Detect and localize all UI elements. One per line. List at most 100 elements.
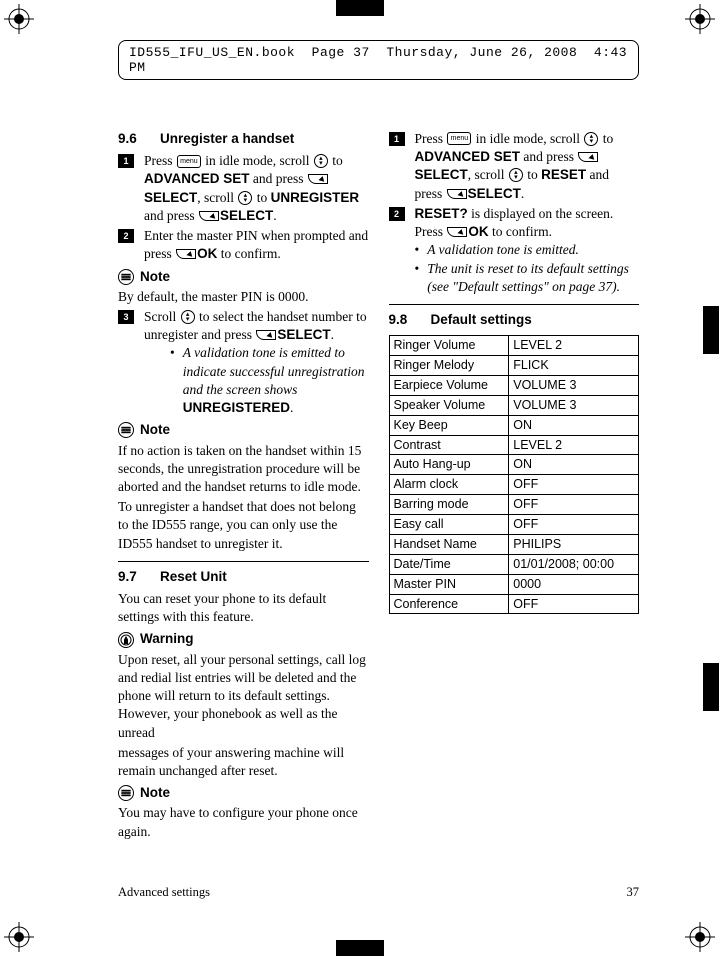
table-row: Ringer MelodyFLICK	[389, 356, 639, 376]
table-cell: 01/01/2008; 00:00	[509, 554, 639, 574]
table-row: Easy callOFF	[389, 515, 639, 535]
warning-body: Upon reset, all your personal settings, …	[118, 651, 369, 742]
edge-tab	[703, 306, 719, 354]
crop-mark-tl	[4, 4, 34, 34]
note-icon	[118, 422, 134, 438]
table-cell: FLICK	[509, 356, 639, 376]
table-row: Ringer VolumeLEVEL 2	[389, 336, 639, 356]
section-number: 9.8	[389, 311, 431, 329]
note-body: If no action is taken on the handset wit…	[118, 442, 369, 497]
step-badge: 2	[389, 207, 405, 221]
section-title: Unregister a handset	[160, 131, 294, 146]
header-date: Thursday, June 26, 2008	[386, 45, 577, 60]
section-number: 9.7	[118, 568, 160, 586]
table-cell: Easy call	[389, 515, 509, 535]
header-page: Page 37	[312, 45, 370, 60]
note-body: You may have to configure your phone onc…	[118, 804, 369, 840]
step-body: Press menu in idle mode, scroll to ADVAN…	[144, 152, 369, 225]
table-row: Date/Time01/01/2008; 00:00	[389, 554, 639, 574]
page-content: 9.6Unregister a handset 1 Press menu in …	[118, 130, 639, 866]
table-cell: OFF	[509, 495, 639, 515]
table-row: Handset NamePHILIPS	[389, 534, 639, 554]
step-body: RESET? is displayed on the screen. Press…	[415, 205, 640, 296]
table-cell: Earpiece Volume	[389, 375, 509, 395]
table-cell: Key Beep	[389, 415, 509, 435]
default-settings-table: Ringer VolumeLEVEL 2Ringer MelodyFLICKEa…	[389, 335, 640, 614]
footer-page-number: 37	[627, 885, 640, 900]
table-row: Key BeepON	[389, 415, 639, 435]
table-cell: Handset Name	[389, 534, 509, 554]
nav-key-icon	[509, 168, 523, 182]
step-badge: 1	[389, 132, 405, 146]
nav-key-icon	[584, 132, 598, 146]
softkey-icon	[447, 227, 467, 237]
table-cell: OFF	[509, 475, 639, 495]
table-row: ConferenceOFF	[389, 594, 639, 614]
note-heading: Note	[118, 784, 369, 802]
table-row: Barring modeOFF	[389, 495, 639, 515]
nav-key-icon	[181, 310, 195, 324]
crop-mark-br	[685, 922, 715, 952]
note-icon	[118, 785, 134, 801]
note-label: Note	[140, 268, 170, 286]
warning-label: Warning	[140, 630, 194, 648]
step-body: Scroll to select the handset number to u…	[144, 308, 369, 417]
step-body: Enter the master PIN when prompted and p…	[144, 227, 369, 263]
menu-key-icon: menu	[177, 155, 201, 168]
sub-bullet: • A validation tone is emitted to indica…	[144, 344, 369, 417]
table-cell: Ringer Melody	[389, 356, 509, 376]
crop-mark-tr	[685, 4, 715, 34]
table-cell: Barring mode	[389, 495, 509, 515]
note-body: To unregister a handset that does not be…	[118, 498, 369, 553]
note-icon	[118, 269, 134, 285]
table-cell: Speaker Volume	[389, 395, 509, 415]
step-badge: 3	[118, 310, 134, 324]
header-file: ID555_IFU_US_EN.book	[129, 45, 295, 60]
step-badge: 1	[118, 154, 134, 168]
table-cell: ON	[509, 415, 639, 435]
page-footer: Advanced settings 37	[118, 885, 639, 900]
table-row: Auto Hang-upON	[389, 455, 639, 475]
warning-heading: Warning	[118, 630, 369, 648]
step-badge: 2	[118, 229, 134, 243]
table-cell: Contrast	[389, 435, 509, 455]
section-title: Reset Unit	[160, 569, 227, 584]
note-body: By default, the master PIN is 0000.	[118, 288, 369, 306]
softkey-icon	[199, 211, 219, 221]
step-2: 2 RESET? is displayed on the screen. Pre…	[389, 205, 640, 296]
softkey-icon	[578, 152, 598, 162]
edge-tab	[703, 663, 719, 711]
note-label: Note	[140, 784, 170, 802]
step-body: Press menu in idle mode, scroll to ADVAN…	[415, 130, 640, 203]
table-cell: Auto Hang-up	[389, 455, 509, 475]
menu-key-icon: menu	[447, 132, 471, 145]
table-row: Earpiece VolumeVOLUME 3	[389, 375, 639, 395]
edge-tab	[336, 940, 384, 956]
crop-mark-bl	[4, 922, 34, 952]
table-cell: OFF	[509, 594, 639, 614]
table-cell: Ringer Volume	[389, 336, 509, 356]
table-cell: VOLUME 3	[509, 395, 639, 415]
step-1: 1 Press menu in idle mode, scroll to ADV…	[118, 152, 369, 225]
section-title: Default settings	[431, 312, 532, 327]
table-row: ContrastLEVEL 2	[389, 435, 639, 455]
table-cell: Date/Time	[389, 554, 509, 574]
print-header: ID555_IFU_US_EN.book Page 37 Thursday, J…	[118, 40, 639, 80]
section-9-6-heading: 9.6Unregister a handset	[118, 130, 369, 148]
nav-key-icon	[314, 154, 328, 168]
table-cell: OFF	[509, 515, 639, 535]
warning-icon	[118, 632, 134, 648]
edge-tab	[336, 0, 384, 16]
section-9-8-heading: 9.8Default settings	[389, 304, 640, 329]
sub-bullet: • The unit is reset to its default setti…	[415, 260, 640, 296]
table-cell: Master PIN	[389, 574, 509, 594]
softkey-icon	[308, 174, 328, 184]
step-3: 3 Scroll to select the handset number to…	[118, 308, 369, 417]
table-row: Master PIN0000	[389, 574, 639, 594]
note-label: Note	[140, 421, 170, 439]
table-cell: Alarm clock	[389, 475, 509, 495]
table-cell: ON	[509, 455, 639, 475]
section-intro: You can reset your phone to its default …	[118, 590, 369, 626]
step-2: 2 Enter the master PIN when prompted and…	[118, 227, 369, 263]
table-cell: LEVEL 2	[509, 336, 639, 356]
